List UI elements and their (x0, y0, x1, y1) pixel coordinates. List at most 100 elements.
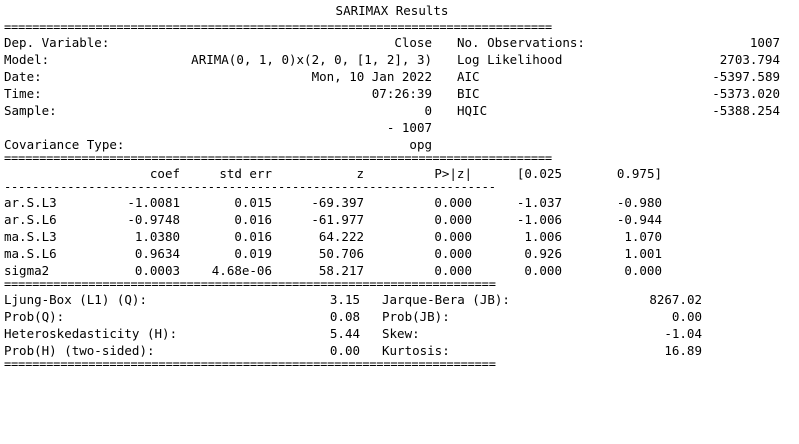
ci-lower: -1.006 (516, 212, 562, 227)
header-label: Sample: (4, 103, 57, 118)
double-rule-top: ========================================… (4, 22, 552, 32)
header-value-right: -5388.254 (712, 103, 780, 118)
coef-table: coef std err z P>|z| [0.025 0.975] -----… (4, 165, 780, 279)
diagnostic-label: Prob(Q): (4, 309, 65, 324)
header-label-right: BIC (457, 86, 480, 101)
std-err-value: 0.015 (234, 195, 272, 210)
header-value: opg (409, 137, 432, 152)
header-label: Covariance Type: (4, 137, 125, 152)
diagnostics-block: Ljung-Box (L1) (Q): 3.15 Jarque-Bera (JB… (4, 291, 702, 359)
param-name: ar.S.L3 (4, 195, 57, 210)
header-value: 07:26:39 (371, 86, 432, 101)
diagnostic-label-right: Prob(JB): (382, 309, 450, 324)
model-header-block: Dep. Variable: Close No. Observations: 1… (4, 34, 780, 153)
z-value: -69.397 (311, 195, 364, 210)
coef-value: 0.0003 (134, 263, 180, 278)
header-row: Covariance Type: opg (4, 136, 780, 153)
header-label-right: Log Likelihood (457, 52, 563, 67)
z-value: -61.977 (311, 212, 364, 227)
ci-lower: 1.006 (524, 229, 562, 244)
coef-value: -0.9748 (127, 212, 180, 227)
table-row: ma.S.L6 0.9634 0.019 50.706 0.000 0.926 … (4, 245, 662, 262)
z-value: 50.706 (318, 246, 364, 261)
header-value: Close (394, 35, 432, 50)
table-row: ma.S.L3 1.0380 0.016 64.222 0.000 1.006 … (4, 228, 662, 245)
header-row: Date: Mon, 10 Jan 2022 AIC -5397.589 (4, 68, 780, 85)
p-value: 0.000 (434, 263, 472, 278)
table-row: sigma2 0.0003 4.68e-06 58.217 0.000 0.00… (4, 262, 662, 279)
double-rule-bottom: ========================================… (4, 359, 496, 369)
ci-lower: 0.926 (524, 246, 562, 261)
std-err-value: 0.016 (234, 212, 272, 227)
diagnostic-label-right: Kurtosis: (382, 343, 450, 358)
param-name: ar.S.L6 (4, 212, 57, 227)
header-value-right: -5373.020 (712, 86, 780, 101)
double-rule-table-end: ========================================… (4, 279, 496, 289)
ci-upper: 1.070 (624, 229, 662, 244)
ci-upper: -0.944 (616, 212, 662, 227)
diagnostic-label-right: Skew: (382, 326, 420, 341)
diagnostic-value: 5.44 (329, 326, 360, 341)
header-value-right: 2703.794 (719, 52, 780, 67)
p-value: 0.000 (434, 246, 472, 261)
diagnostic-row: Prob(H) (two-sided): 0.00 Kurtosis: 16.8… (4, 342, 702, 359)
p-value: 0.000 (434, 229, 472, 244)
diagnostic-label: Ljung-Box (L1) (Q): (4, 292, 147, 307)
z-value: 64.222 (318, 229, 364, 244)
header-label-right: No. Observations: (457, 35, 585, 50)
column-header: z (356, 166, 364, 181)
diagnostic-row: Heteroskedasticity (H): 5.44 Skew: -1.04 (4, 325, 702, 342)
diagnostic-value-right: 16.89 (664, 343, 702, 358)
diagnostic-row: Ljung-Box (L1) (Q): 3.15 Jarque-Bera (JB… (4, 291, 702, 308)
single-rule: ----------------------------------------… (4, 182, 496, 192)
ci-lower: -1.037 (516, 195, 562, 210)
header-row: Time: 07:26:39 BIC -5373.020 (4, 85, 780, 102)
std-err-value: 0.016 (234, 229, 272, 244)
ci-upper: 1.001 (624, 246, 662, 261)
ci-upper: 0.000 (624, 263, 662, 278)
diagnostic-label: Prob(H) (two-sided): (4, 343, 155, 358)
p-value: 0.000 (434, 212, 472, 227)
diagnostic-value-right: 8267.02 (649, 292, 702, 307)
diagnostic-value: 0.08 (329, 309, 360, 324)
diagnostic-label-right: Jarque-Bera (JB): (382, 292, 510, 307)
ci-upper: -0.980 (616, 195, 662, 210)
header-row: - 1007 (4, 119, 780, 136)
sarimax-summary: SARIMAX Results ========================… (4, 0, 780, 369)
header-value: 0 (424, 103, 432, 118)
coef-value: 1.0380 (134, 229, 180, 244)
param-name: ma.S.L3 (4, 229, 57, 244)
z-value: 58.217 (318, 263, 364, 278)
column-header: coef (149, 166, 180, 181)
std-err-value: 0.019 (234, 246, 272, 261)
table-row: ar.S.L3 -1.0081 0.015 -69.397 0.000 -1.0… (4, 194, 662, 211)
header-row: Dep. Variable: Close No. Observations: 1… (4, 34, 780, 51)
header-value: Mon, 10 Jan 2022 (311, 69, 432, 84)
header-value: - 1007 (386, 120, 432, 135)
header-label: Model: (4, 52, 50, 67)
diagnostic-row: Prob(Q): 0.08 Prob(JB): 0.00 (4, 308, 702, 325)
header-label-right: HQIC (457, 103, 488, 118)
header-label: Time: (4, 86, 42, 101)
ci-lower: 0.000 (524, 263, 562, 278)
diagnostic-value-right: 0.00 (671, 309, 702, 324)
column-header: std err (219, 166, 272, 181)
coef-table-header: coef std err z P>|z| [0.025 0.975] (4, 165, 662, 182)
header-value: ARIMA(0, 1, 0)x(2, 0, [1, 2], 3) (191, 52, 432, 67)
header-value-right: -5397.589 (712, 69, 780, 84)
std-err-value: 4.68e-06 (211, 263, 272, 278)
diagnostic-value: 0.00 (329, 343, 360, 358)
header-row: Model: ARIMA(0, 1, 0)x(2, 0, [1, 2], 3) … (4, 51, 780, 68)
header-value-right: 1007 (749, 35, 780, 50)
header-label: Date: (4, 69, 42, 84)
header-row: Sample: 0 HQIC -5388.254 (4, 102, 780, 119)
diagnostic-label: Heteroskedasticity (H): (4, 326, 178, 341)
diagnostic-value-right: -1.04 (664, 326, 702, 341)
diagnostic-value: 3.15 (329, 292, 360, 307)
column-header: 0.975] (616, 166, 662, 181)
coef-value: -1.0081 (127, 195, 180, 210)
double-rule-header-end: ========================================… (4, 153, 552, 163)
coef-value: 0.9634 (134, 246, 180, 261)
param-name: sigma2 (4, 263, 50, 278)
table-row: ar.S.L6 -0.9748 0.016 -61.977 0.000 -1.0… (4, 211, 662, 228)
